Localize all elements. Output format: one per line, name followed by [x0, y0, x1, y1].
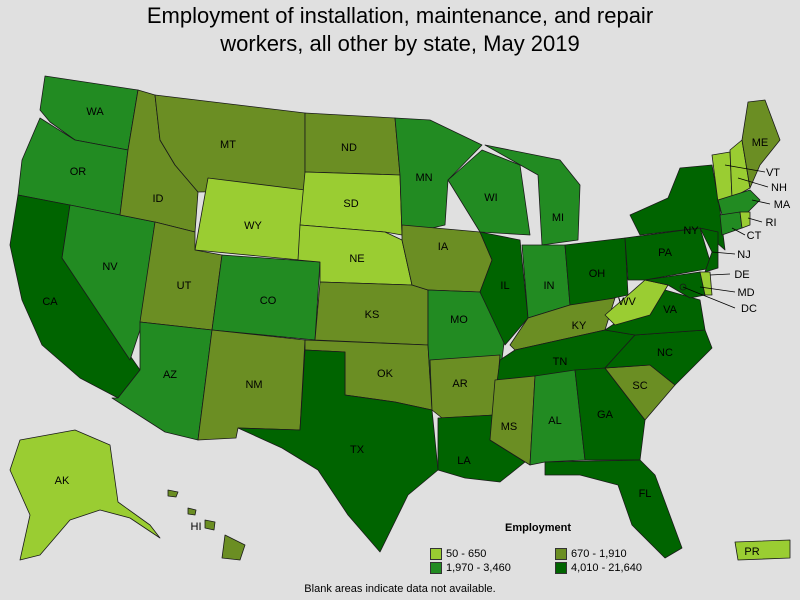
label-NM: NM [245, 379, 262, 391]
legend-item-1: 50 - 650 [430, 548, 486, 560]
state-WI[interactable] [447, 149, 531, 236]
legend-item-4: 4,010 - 21,640 [555, 562, 642, 574]
label-WV: WV [618, 296, 636, 308]
label-IL: IL [500, 280, 509, 292]
legend-swatch-1 [430, 548, 442, 560]
label-NE: NE [349, 253, 364, 265]
legend-label-2: 670 - 1,910 [571, 548, 627, 560]
label-AK: AK [55, 475, 70, 487]
callout-lines [682, 164, 771, 309]
label-FL: FL [639, 488, 652, 500]
state-AL[interactable] [529, 369, 586, 466]
label-WA: WA [86, 106, 104, 118]
label-IA: IA [438, 241, 449, 253]
label-MA: MA [774, 199, 791, 211]
state-IA[interactable] [401, 224, 493, 293]
label-HI: HI [191, 521, 202, 533]
label-CO: CO [260, 295, 277, 307]
state-SD[interactable] [299, 171, 403, 236]
label-OR: OR [70, 166, 87, 178]
label-PA: PA [658, 247, 673, 259]
label-SC: SC [632, 380, 647, 392]
label-ID: ID [153, 193, 164, 205]
state-PR[interactable] [734, 539, 791, 561]
legend-label-1: 50 - 650 [446, 548, 487, 560]
label-MT: MT [220, 139, 236, 151]
state-HI[interactable] [167, 489, 246, 561]
legend-swatch-3 [430, 562, 442, 574]
label-ME: ME [752, 137, 769, 149]
label-VA: VA [663, 304, 678, 316]
map-title: Employment of installation, maintenance,… [0, 2, 800, 58]
label-WI: WI [484, 192, 497, 204]
legend-label-4: 4,010 - 21,640 [571, 562, 642, 574]
footnote: Blank areas indicate data not available. [304, 583, 496, 595]
map-title-line2: workers, all other by state, May 2019 [220, 31, 580, 56]
label-VT: VT [766, 167, 780, 179]
label-ND: ND [341, 142, 357, 154]
label-OH: OH [589, 268, 606, 280]
legend-item-3: 1,970 - 3,460 [430, 562, 511, 574]
label-AZ: AZ [163, 369, 177, 381]
state-MD[interactable] [644, 271, 706, 299]
legend-item-2: 670 - 1,910 [555, 548, 627, 560]
label-NY: NY [683, 225, 699, 237]
state-MI[interactable] [484, 144, 581, 246]
legend-swatch-2 [555, 548, 567, 560]
state-MN[interactable] [394, 117, 483, 236]
state-GA[interactable] [574, 367, 646, 461]
state-TX[interactable] [237, 349, 439, 553]
legend-swatch-4 [555, 562, 567, 574]
label-NJ: NJ [737, 249, 750, 261]
legend-label-3: 1,970 - 3,460 [446, 562, 511, 574]
map-title-line1: Employment of installation, maintenance,… [146, 3, 654, 28]
label-MS: MS [501, 421, 518, 433]
label-DC: DC [741, 303, 757, 315]
label-RI: RI [766, 217, 777, 229]
state-RI[interactable] [739, 211, 751, 229]
label-MN: MN [415, 172, 432, 184]
label-KS: KS [365, 309, 380, 321]
label-CT: CT [747, 230, 762, 242]
label-AR: AR [452, 378, 467, 390]
label-CA: CA [42, 296, 58, 308]
state-MA[interactable] [717, 189, 761, 216]
state-AK[interactable] [9, 429, 161, 561]
label-PR: PR [744, 546, 759, 558]
state-ME[interactable] [741, 99, 781, 189]
label-GA: GA [597, 409, 614, 421]
label-MO: MO [450, 314, 468, 326]
label-DE: DE [734, 269, 749, 281]
label-AL: AL [548, 415, 561, 427]
label-LA: LA [457, 455, 471, 467]
state-IL[interactable] [479, 231, 529, 346]
label-TN: TN [553, 356, 568, 368]
label-IN: IN [544, 280, 555, 292]
label-NV: NV [102, 261, 118, 273]
label-NH: NH [771, 182, 787, 194]
label-KY: KY [572, 320, 587, 332]
label-WY: WY [244, 220, 262, 232]
label-SD: SD [343, 198, 358, 210]
state-FL[interactable] [544, 459, 683, 559]
state-NJ[interactable] [699, 227, 719, 273]
label-UT: UT [177, 280, 192, 292]
label-OK: OK [377, 368, 394, 380]
state-WY[interactable] [194, 177, 306, 261]
label-TX: TX [350, 444, 365, 456]
label-MI: MI [552, 212, 564, 224]
label-NC: NC [657, 347, 673, 359]
legend-title: Employment [505, 522, 572, 534]
label-MD: MD [737, 287, 754, 299]
